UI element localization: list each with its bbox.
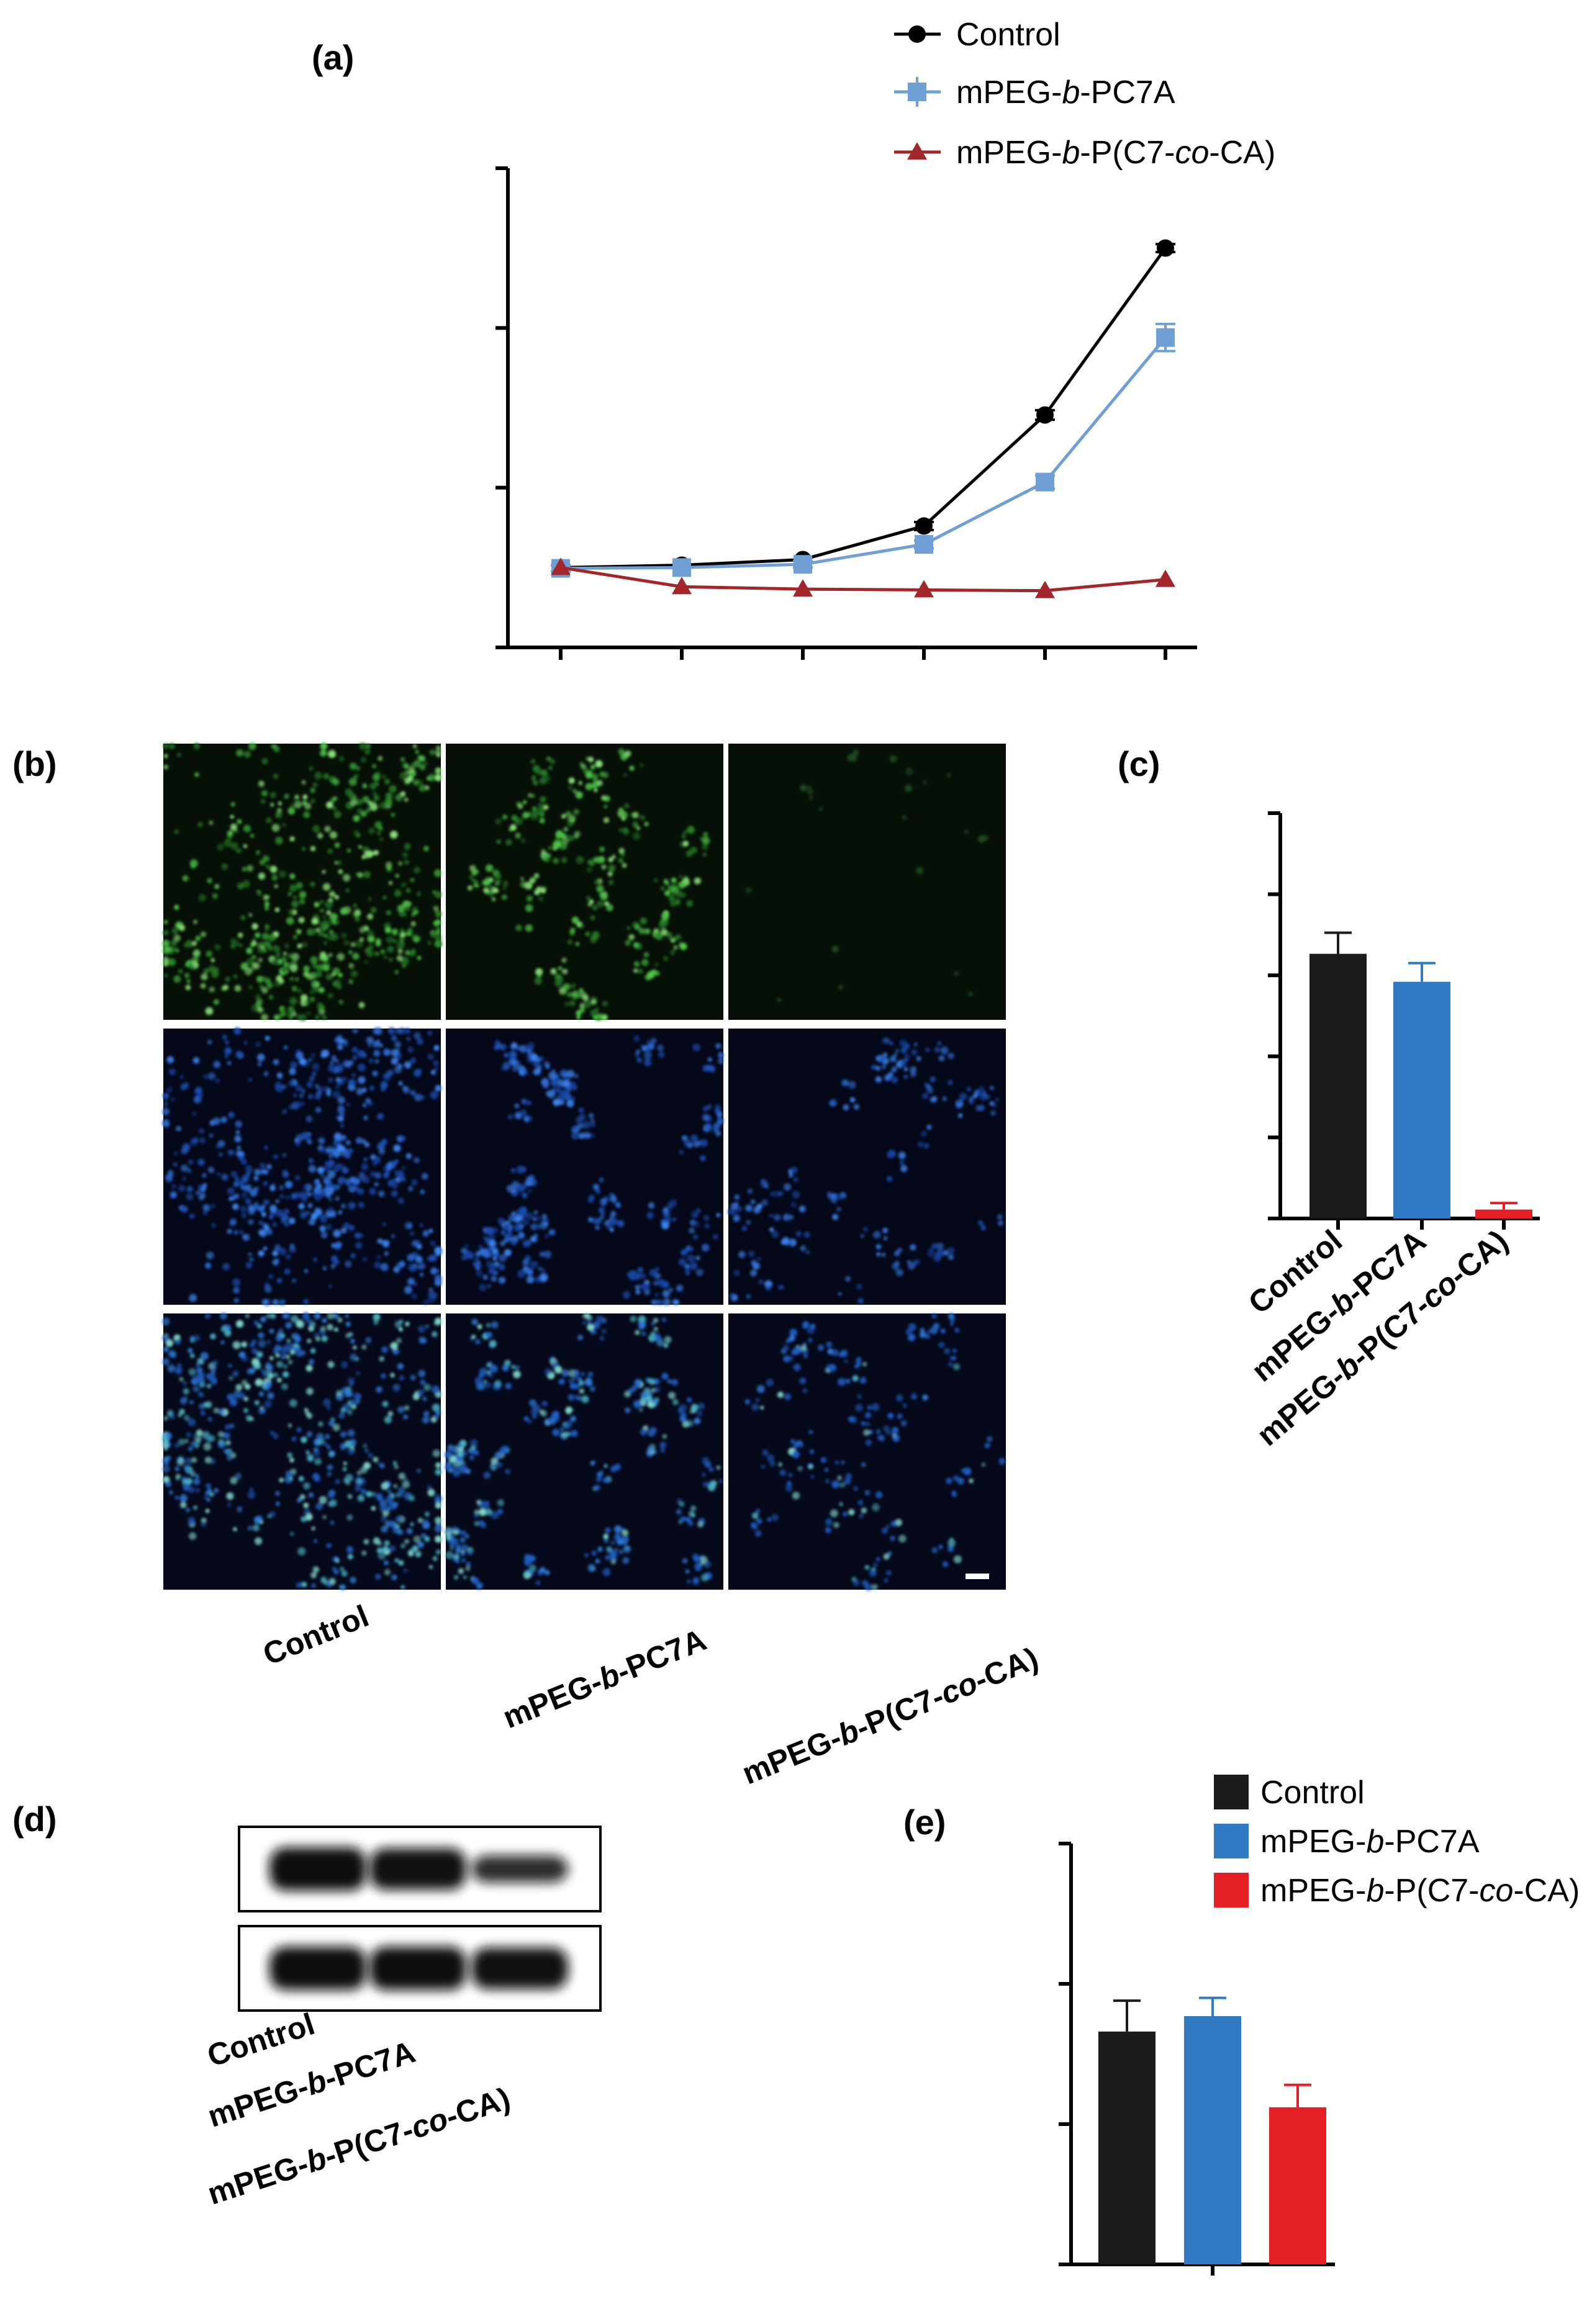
micrograph-dapi-2 [728, 1029, 1006, 1305]
blot-band [269, 1847, 366, 1891]
legend-entry-2: mPEG-b-P(C7-co-CA) [956, 135, 1275, 171]
cell-nuclei [461, 1035, 724, 1307]
legend-marker [908, 83, 926, 101]
panel-label-c: (c) [1118, 744, 1160, 783]
cell-nuclei [161, 1027, 443, 1307]
bar-0 [1309, 953, 1367, 1218]
legend-marker [907, 142, 927, 160]
data-point [672, 558, 691, 577]
micrograph-merge-2 [728, 1313, 1006, 1590]
legend-swatch-1 [1214, 1824, 1249, 1858]
bar-0 [1098, 2031, 1156, 2264]
legend-entry-1: mPEG-b-PC7A [1260, 1824, 1480, 1860]
data-point [1156, 328, 1175, 347]
blot-band [471, 1947, 568, 1989]
blot-band [369, 1947, 466, 1990]
blot-band [269, 1947, 366, 1990]
data-point [551, 557, 571, 575]
legend-entry-0: Control [956, 17, 1061, 53]
cell-nuclei [467, 749, 710, 1021]
bar-1 [1393, 981, 1450, 1218]
micrograph-merge-1 [446, 1313, 723, 1590]
bar-2 [1269, 2107, 1326, 2264]
panel-label-b: (b) [12, 744, 57, 783]
cell-nuclei [728, 1037, 1003, 1304]
scale-bar [966, 1574, 989, 1579]
legend-entry-1: mPEG-b-PC7A [956, 74, 1175, 110]
bar-1 [1184, 2015, 1241, 2264]
data-point [793, 579, 813, 597]
micrograph-dapi-1 [446, 1029, 723, 1305]
data-point [915, 517, 933, 535]
series-line-1 [560, 336, 1167, 570]
panel-e-bar-chart: Control mPEG-b-PC7A mPEG-b-P(C7-co-CA) [1059, 1775, 1580, 2276]
legend-swatch-0 [1214, 1775, 1249, 1809]
data-point [1156, 569, 1175, 587]
series-line-0 [560, 247, 1167, 569]
micrograph-edu-2 [728, 744, 1006, 1020]
data-point [672, 577, 692, 595]
cell-nuclei [744, 1312, 1006, 1592]
panel-label-e: (e) [903, 1803, 946, 1842]
cell-nuclei [161, 742, 443, 1022]
column-label-2: mPEG-b-P(C7-co-CA) [737, 1641, 1042, 1791]
column-label-1: mPEG-b-PC7A [498, 1622, 711, 1735]
legend-marker [908, 25, 926, 43]
bar-2 [1475, 1209, 1532, 1218]
cell-nuclei [161, 1312, 443, 1590]
legend-swatch-2 [1214, 1873, 1249, 1907]
column-label-0: Control [258, 1598, 374, 1672]
data-point [1036, 406, 1054, 424]
panel-label-d: (d) [12, 1799, 57, 1839]
legend-entry-0: Control [1260, 1775, 1365, 1811]
cell-nuclei [444, 1313, 723, 1590]
panel-a-line-chart: Control mPEG-b-PC7A mPEG-b-P(C7-co-CA) [495, 17, 1275, 660]
blot-lane-label-0: Control [203, 2006, 319, 2073]
data-point [794, 555, 812, 574]
data-point [914, 580, 934, 598]
cell-nuclei [746, 749, 989, 1002]
series-line-2 [560, 565, 1166, 593]
data-point [1035, 580, 1055, 598]
data-point [1036, 472, 1054, 492]
panel-label-a: (a) [312, 38, 354, 77]
blot-band [369, 1848, 466, 1890]
blot-band [471, 1855, 568, 1883]
micrograph-merge-0 [163, 1313, 441, 1590]
legend-entry-2: mPEG-b-P(C7-co-CA) [1260, 1873, 1580, 1909]
data-point [915, 535, 933, 554]
data-point [1157, 239, 1174, 257]
